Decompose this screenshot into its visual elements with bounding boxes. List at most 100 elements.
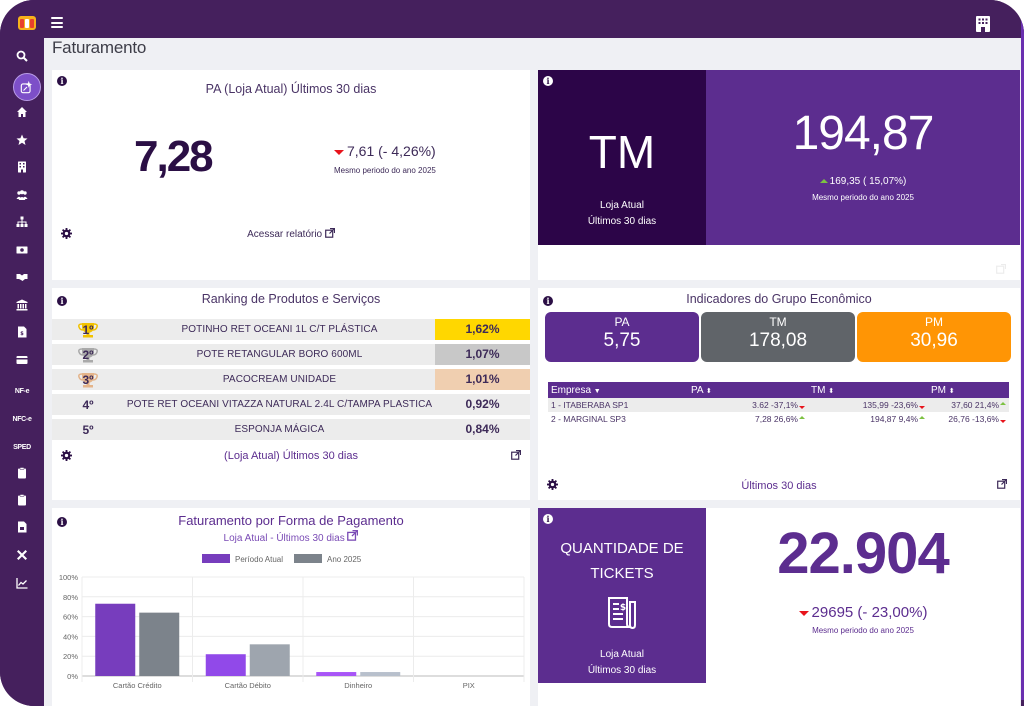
tm-comparison-label: Mesmo periodo do ano 2025 xyxy=(812,193,914,202)
external-link-icon[interactable] xyxy=(511,450,521,460)
app-logo-icon[interactable] xyxy=(18,16,36,30)
indicator-pm[interactable]: PM 30,96 xyxy=(857,312,1011,362)
trend-up-icon xyxy=(1000,402,1006,405)
sidebar-item-handshake[interactable] xyxy=(0,267,44,287)
indicator-pa-value: 5,75 xyxy=(603,330,641,351)
svg-text:$: $ xyxy=(620,603,626,613)
product-name: POTINHO RET OCEANI 1L C/T PLÁSTICA xyxy=(181,324,378,335)
pa-value: 7,28 xyxy=(134,132,214,181)
sidebar-item-tools[interactable] xyxy=(0,545,44,565)
legend-label: Ano 2025 xyxy=(327,555,362,564)
empresa-cell: 2 - MARGINAL SP3 xyxy=(551,414,626,424)
rank-position: 1º xyxy=(52,322,124,337)
users-icon xyxy=(16,190,28,200)
access-report-link[interactable]: Acessar relatório xyxy=(52,227,530,240)
gear-icon[interactable] xyxy=(61,450,72,461)
payment-chart-subtitle: Loja Atual - Últimos 30 dias xyxy=(223,533,345,544)
sidebar-item-sped[interactable]: SPED xyxy=(13,443,31,451)
sidebar-item-ai-assistant[interactable] xyxy=(13,73,41,101)
chart-line-icon xyxy=(16,578,28,589)
product-name: PACOCREAM UNIDADE xyxy=(222,374,337,385)
sidebar-item-org[interactable] xyxy=(0,212,44,232)
info-icon[interactable]: i xyxy=(57,76,67,86)
sidebar-item-nfe[interactable]: NF-e xyxy=(14,387,30,395)
table-row[interactable]: 2 - MARGINAL SP3 7,28 26,6% 194,87 9,4% 26,… xyxy=(548,412,1009,426)
indicator-tm-label: TM xyxy=(769,315,787,329)
sidebar-item-company[interactable] xyxy=(0,157,44,177)
tickets-value: 22.904 xyxy=(777,521,949,586)
col-empresa[interactable]: Empresa ▼ xyxy=(548,382,688,398)
product-name: POTE RETANGULAR BORO 600ML xyxy=(196,349,363,360)
sidebar-item-home[interactable] xyxy=(0,102,44,122)
sidebar-item-favorites[interactable] xyxy=(0,130,44,150)
external-link-icon[interactable] xyxy=(997,479,1007,489)
col-pa[interactable]: PA ⬍ xyxy=(688,382,808,398)
hamburger-menu-icon[interactable] xyxy=(51,17,63,28)
info-icon[interactable]: i xyxy=(543,296,553,306)
clipboard-icon xyxy=(18,467,26,479)
info-icon[interactable]: i xyxy=(543,76,553,86)
access-report-label: Acessar relatório xyxy=(247,229,323,240)
x-tick-label: Cartão Débito xyxy=(225,681,271,688)
sidebar-item-money[interactable] xyxy=(0,240,44,260)
indicator-tm[interactable]: TM 178,08 xyxy=(701,312,855,362)
y-tick-label: 0% xyxy=(67,672,78,681)
sidebar-item-nfce[interactable]: NFC-e xyxy=(12,415,32,423)
ranking-row: 1º POTINHO RET OCEANI 1L C/T PLÁSTICA 1,62… xyxy=(52,319,530,340)
handshake-icon xyxy=(16,274,28,281)
rank-position-label: 3º xyxy=(82,372,94,387)
table-row[interactable]: 1 - ITABERABA SP1 3.62 -37,1% 135,99 -23,6… xyxy=(548,398,1009,412)
indicators-card: i Indicadores do Grupo Econômico PA 5,75… xyxy=(538,288,1020,500)
col-tm-label: TM xyxy=(811,384,826,396)
sidebar-item-invoice[interactable]: $ xyxy=(0,322,44,342)
tm-label-panel: i TM Loja Atual Últimos 30 dias xyxy=(538,70,706,245)
pm-cell: 26,76 -13,6% xyxy=(928,412,1009,426)
legend-swatch xyxy=(294,554,322,563)
external-link-icon[interactable] xyxy=(996,264,1006,274)
sidebar-item-chart[interactable] xyxy=(0,573,44,593)
rank-position: 2º xyxy=(52,347,124,362)
payment-chart-title: Faturamento por Forma de Pagamento xyxy=(178,513,404,528)
pa-cell: 7,28 26,6% xyxy=(688,412,808,426)
ranking-row: 4º POTE RET OCEANI VITAZZA NATURAL 2.4L C… xyxy=(52,394,530,415)
product-name: POTE RET OCEANI VITAZZA NATURAL 2.4L C/T… xyxy=(126,399,433,410)
payment-bar-chart: Período Atual Ano 2025 0% 20% 40% 60% 80% 100% C… xyxy=(59,554,525,688)
gear-icon[interactable] xyxy=(547,479,558,490)
indicator-pa[interactable]: PA 5,75 xyxy=(545,312,699,362)
rank-position: 3º xyxy=(52,372,124,387)
building-icon[interactable] xyxy=(976,16,990,32)
indicators-footer: Últimos 30 dias xyxy=(741,480,817,492)
gear-icon[interactable] xyxy=(61,228,72,239)
sidebar-item-users[interactable] xyxy=(0,185,44,205)
info-icon[interactable]: i xyxy=(57,296,67,306)
tickets-comparison-label: Mesmo periodo do ano 2025 xyxy=(812,626,914,635)
col-pm[interactable]: PM ⬍ xyxy=(928,382,1009,398)
sidebar-item-clipboard-1[interactable] xyxy=(0,463,44,483)
indicator-pa-label: PA xyxy=(614,315,630,329)
ranking-card: i Ranking de Produtos e Serviços 1º POTIN… xyxy=(52,288,530,500)
sidebar-item-bank[interactable] xyxy=(0,295,44,315)
sidebar-item-search[interactable] xyxy=(0,46,44,66)
sort-icon: ⬍ xyxy=(705,387,712,395)
rank-position-label: 4º xyxy=(82,397,94,412)
rank-position: 5º xyxy=(52,423,124,437)
sidebar-item-clipboard-2[interactable] xyxy=(0,490,44,510)
y-tick-label: 40% xyxy=(63,632,78,641)
sidebar-item-card[interactable] xyxy=(0,350,44,370)
tickets-label-panel: i QUANTIDADE DE TICKETS $ Loja Atual Últ… xyxy=(538,508,706,683)
payment-chart-subtitle-link[interactable]: Loja Atual - Últimos 30 dias xyxy=(52,529,530,544)
info-icon[interactable]: i xyxy=(543,514,553,524)
col-tm[interactable]: TM ⬍ xyxy=(808,382,928,398)
product-share: 0,84% xyxy=(465,422,500,436)
window-edge xyxy=(1021,20,1024,700)
rank-position-label: 1º xyxy=(82,322,94,337)
col-empresa-label: Empresa xyxy=(551,384,592,396)
sidebar-item-file[interactable] xyxy=(0,517,44,537)
info-icon[interactable]: i xyxy=(57,517,67,527)
x-tick-label: Cartão Crédito xyxy=(113,681,162,688)
rank-position-label: 5º xyxy=(82,422,94,437)
product-name: ESPONJA MÁGICA xyxy=(234,424,325,435)
empresa-cell: 1 - ITABERABA SP1 xyxy=(548,398,688,412)
tm-label: TM xyxy=(588,126,656,178)
trend-up-icon xyxy=(799,416,805,419)
